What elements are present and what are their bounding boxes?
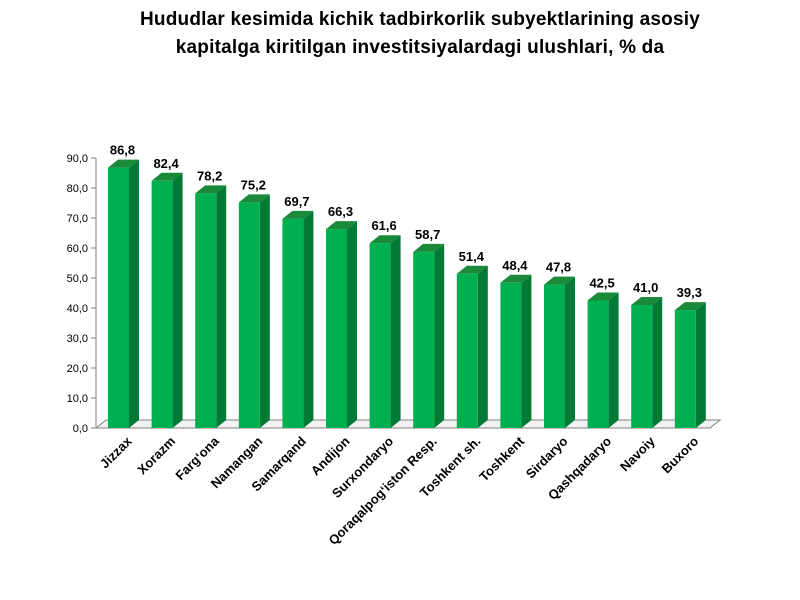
y-tick-label: 70,0: [67, 213, 88, 225]
bar-buxoro-top: [674, 302, 706, 311]
bar-jizzax: [108, 167, 129, 428]
data-label: 47,8: [546, 260, 571, 275]
chart-title-line-1: Hududlar kesimida kichik tadbirkorlik su…: [139, 9, 700, 30]
bar-jizzax-top: [108, 159, 139, 168]
bar-samarqand-top: [282, 210, 314, 219]
bar-toshkent-sh: [456, 273, 478, 428]
data-label: 51,4: [459, 249, 485, 264]
data-label: 66,3: [328, 204, 353, 219]
bar-qoraqalpog-iston-resp-top: [413, 243, 445, 252]
bar-samarqand-side: [303, 210, 314, 428]
bar-xorazm-top: [151, 172, 183, 181]
bar-sirdaryo-top: [544, 276, 575, 285]
x-tick-label: Jizzax: [97, 433, 135, 471]
y-tick-label: 0,0: [73, 423, 88, 435]
y-tick-label: 20,0: [67, 363, 88, 375]
bar-qoraqalpog-iston-resp: [413, 251, 435, 428]
y-tick-label: 90,0: [67, 153, 88, 165]
chart-floor: [94, 419, 722, 429]
bar-toshkent-top: [500, 274, 532, 283]
bar-farg-ona-top: [195, 185, 227, 194]
bar-samarqand: [282, 218, 304, 428]
bar-qashqadaryo-side: [608, 292, 619, 428]
x-tick-label: Buxoro: [659, 433, 702, 476]
data-label: 69,7: [284, 194, 309, 209]
bar-surxondaryo-side: [390, 235, 401, 428]
y-tick-label: 80,0: [67, 183, 88, 195]
bar-namangan-side: [259, 194, 270, 428]
bar-surxondaryo: [369, 243, 391, 428]
bar-farg-ona-side: [216, 185, 227, 428]
data-label: 39,3: [677, 285, 702, 300]
y-tick-label: 60,0: [67, 243, 88, 255]
data-label: 42,5: [589, 276, 614, 291]
bar-namangan: [238, 202, 260, 428]
bar-surxondaryo-top: [369, 235, 401, 244]
bar-andijon: [326, 229, 347, 428]
x-tick-label: Xorazm: [134, 434, 178, 478]
bar-toshkent-sh-top: [456, 265, 488, 274]
bar-farg-ona: [195, 193, 217, 428]
bar-buxoro-side: [695, 302, 706, 428]
chart-title-line-2: kapitalga kiritilgan investitsiyalardagi…: [175, 37, 665, 58]
bar-namangan-top: [238, 194, 270, 203]
y-tick-label: 10,0: [67, 393, 88, 405]
bar-navoiy: [631, 305, 653, 428]
data-label: 75,2: [241, 177, 266, 192]
bar-xorazm: [151, 180, 173, 428]
bar-qashqadaryo: [587, 300, 609, 428]
data-label: 78,2: [197, 168, 222, 183]
bar-buxoro: [674, 310, 696, 428]
y-tick-label: 50,0: [67, 273, 88, 285]
bar-sirdaryo: [544, 284, 565, 428]
y-tick-label: 40,0: [67, 303, 88, 315]
bar-jizzax-side: [129, 159, 139, 428]
x-tick-label: Navoiy: [617, 433, 658, 474]
bar-toshkent-sh-side: [477, 265, 488, 428]
data-label: 48,4: [502, 258, 528, 273]
bar-qashqadaryo-top: [587, 292, 619, 301]
data-label: 41,0: [633, 280, 658, 295]
chart-title: Hududlar kesimida kichik tadbirkorlik su…: [40, 6, 800, 62]
bar-andijon-top: [326, 221, 357, 230]
data-label: 82,4: [153, 156, 179, 171]
x-tick-label: Andijon: [308, 433, 353, 478]
y-tick-label: 30,0: [67, 333, 88, 345]
bar-toshkent: [500, 282, 522, 428]
x-tick-label: Toshkent: [476, 433, 527, 484]
bar-toshkent-side: [521, 274, 532, 428]
bar-xorazm-side: [172, 172, 183, 428]
data-label: 58,7: [415, 227, 440, 242]
bar-navoiy-top: [631, 297, 663, 305]
bar-andijon-side: [347, 221, 357, 428]
data-label: 61,6: [371, 218, 396, 233]
bar-sirdaryo-side: [565, 276, 575, 428]
bar-navoiy-side: [652, 297, 663, 428]
data-label: 86,8: [110, 143, 135, 158]
bar-qoraqalpog-iston-resp-side: [434, 243, 445, 428]
